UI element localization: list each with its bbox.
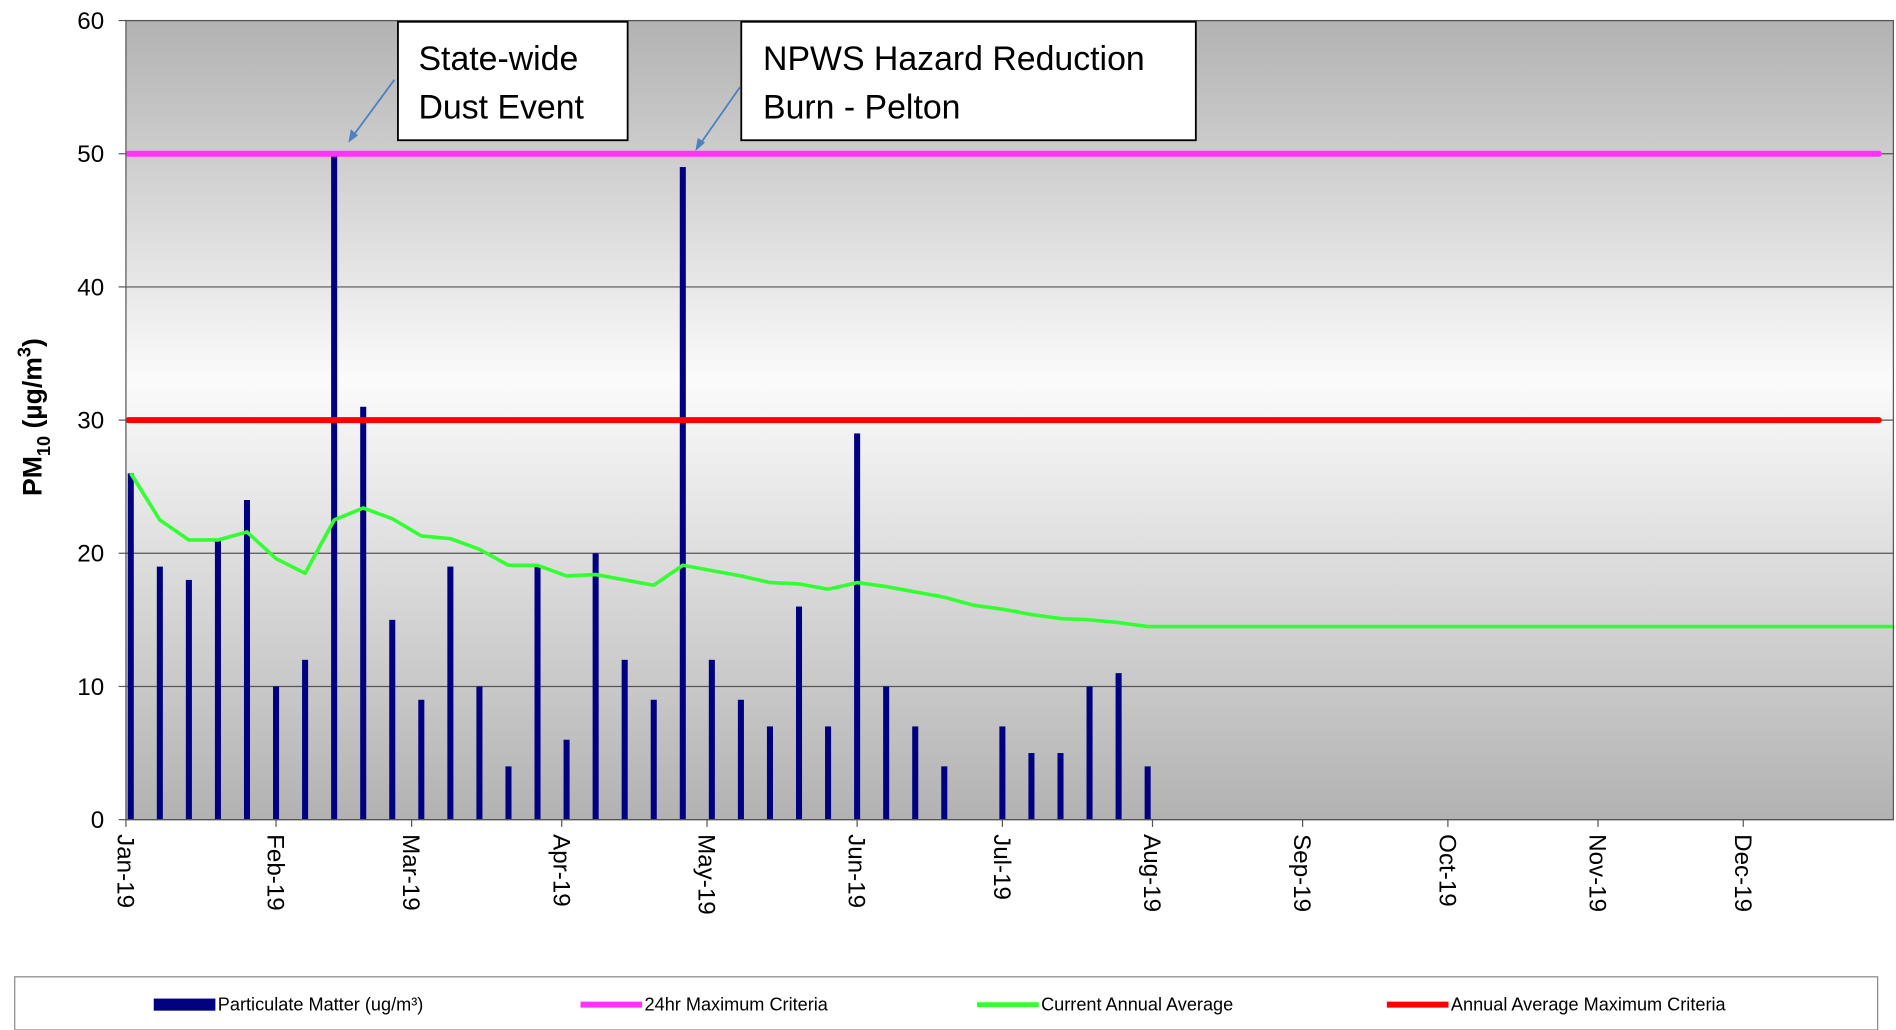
bar — [679, 167, 686, 820]
x-tick-label: Sep-19 — [1288, 834, 1315, 912]
average-line — [129, 472, 1894, 629]
y-label-sup: 3 — [14, 347, 34, 357]
x-tick-label: May-19 — [693, 834, 720, 915]
y-label-part: ) — [17, 338, 47, 347]
y-label-sub: 10 — [34, 436, 54, 456]
x-tick-label: Jan-19 — [111, 834, 138, 908]
bar — [912, 726, 919, 820]
x-tick-label: Aug-19 — [1138, 834, 1165, 912]
bar — [825, 726, 832, 820]
legend-label: Annual Average Maximum Criteria — [1451, 995, 1727, 1015]
bar — [650, 699, 657, 820]
y-tick-label: 60 — [77, 8, 104, 35]
annotation-text: Dust Event — [418, 88, 584, 126]
bar — [418, 699, 425, 820]
bar — [156, 566, 163, 820]
bar — [999, 726, 1006, 820]
bar — [621, 659, 628, 820]
annotation-arrow — [350, 79, 396, 140]
bar — [1028, 753, 1035, 820]
annotation-box — [740, 20, 1197, 142]
bar — [389, 619, 396, 820]
y-tick-label: 30 — [77, 408, 104, 435]
bar — [737, 699, 744, 820]
bar — [708, 659, 715, 820]
bar — [360, 406, 367, 820]
bar — [534, 566, 541, 820]
bar — [883, 686, 890, 820]
y-label-part: (µg/m — [17, 357, 47, 436]
x-tick-label: Feb-19 — [262, 834, 289, 911]
bar — [273, 686, 280, 820]
bar — [185, 579, 192, 820]
y-tick-label: 40 — [77, 274, 104, 301]
y-axis-label: PM10 (µg/m3) — [14, 338, 53, 496]
bar — [1115, 673, 1122, 820]
bar — [854, 433, 861, 820]
bar — [331, 153, 338, 820]
y-tick-label: 10 — [77, 674, 104, 701]
bar — [302, 659, 309, 820]
annotation: NPWS Hazard Reduction Burn - Pelton — [695, 20, 1197, 152]
bar — [563, 739, 570, 820]
annotation: State-wide Dust Event — [348, 20, 629, 143]
legend-label: 24hr Maximum Criteria — [645, 995, 829, 1015]
bar — [1144, 766, 1151, 820]
bar — [766, 726, 773, 820]
x-tick-label: Jun-19 — [843, 834, 870, 908]
x-tick-label: Nov-19 — [1584, 834, 1611, 912]
legend-swatch — [153, 998, 216, 1011]
bar — [1057, 753, 1064, 820]
x-tick-label: Dec-19 — [1729, 834, 1756, 912]
arrow-head — [695, 137, 706, 152]
legend-label: Particulate Matter (ug/m³) — [218, 995, 423, 1015]
arrow-head — [348, 129, 359, 143]
annotation-text: Burn - Pelton — [763, 88, 960, 126]
x-tick-label: Apr-19 — [547, 834, 574, 907]
x-tick-label: Jul-19 — [988, 834, 1015, 900]
legend — [14, 976, 1879, 1030]
bar — [941, 766, 948, 820]
annotation-box — [397, 20, 629, 142]
annotation-arrow — [697, 86, 741, 149]
bar — [505, 766, 512, 820]
bar — [1086, 686, 1093, 820]
annotation-text: NPWS Hazard Reduction — [763, 40, 1145, 78]
x-tick-label: Oct-19 — [1433, 834, 1460, 907]
bar — [447, 566, 454, 820]
y-tick-label: 20 — [77, 541, 104, 568]
bar — [795, 606, 803, 820]
annotation-text: State-wide — [418, 40, 578, 78]
bar — [214, 539, 221, 820]
y-tick-label: 50 — [77, 141, 104, 168]
plot-border — [125, 19, 1894, 821]
x-tick-label: Mar-19 — [397, 834, 424, 911]
y-label-part: PM — [17, 456, 47, 496]
legend-label: Current Annual Average — [1041, 995, 1233, 1015]
bar — [243, 500, 251, 820]
bar — [476, 686, 483, 820]
bar — [127, 473, 134, 820]
y-tick-label: 0 — [91, 807, 104, 834]
bar — [592, 553, 599, 820]
